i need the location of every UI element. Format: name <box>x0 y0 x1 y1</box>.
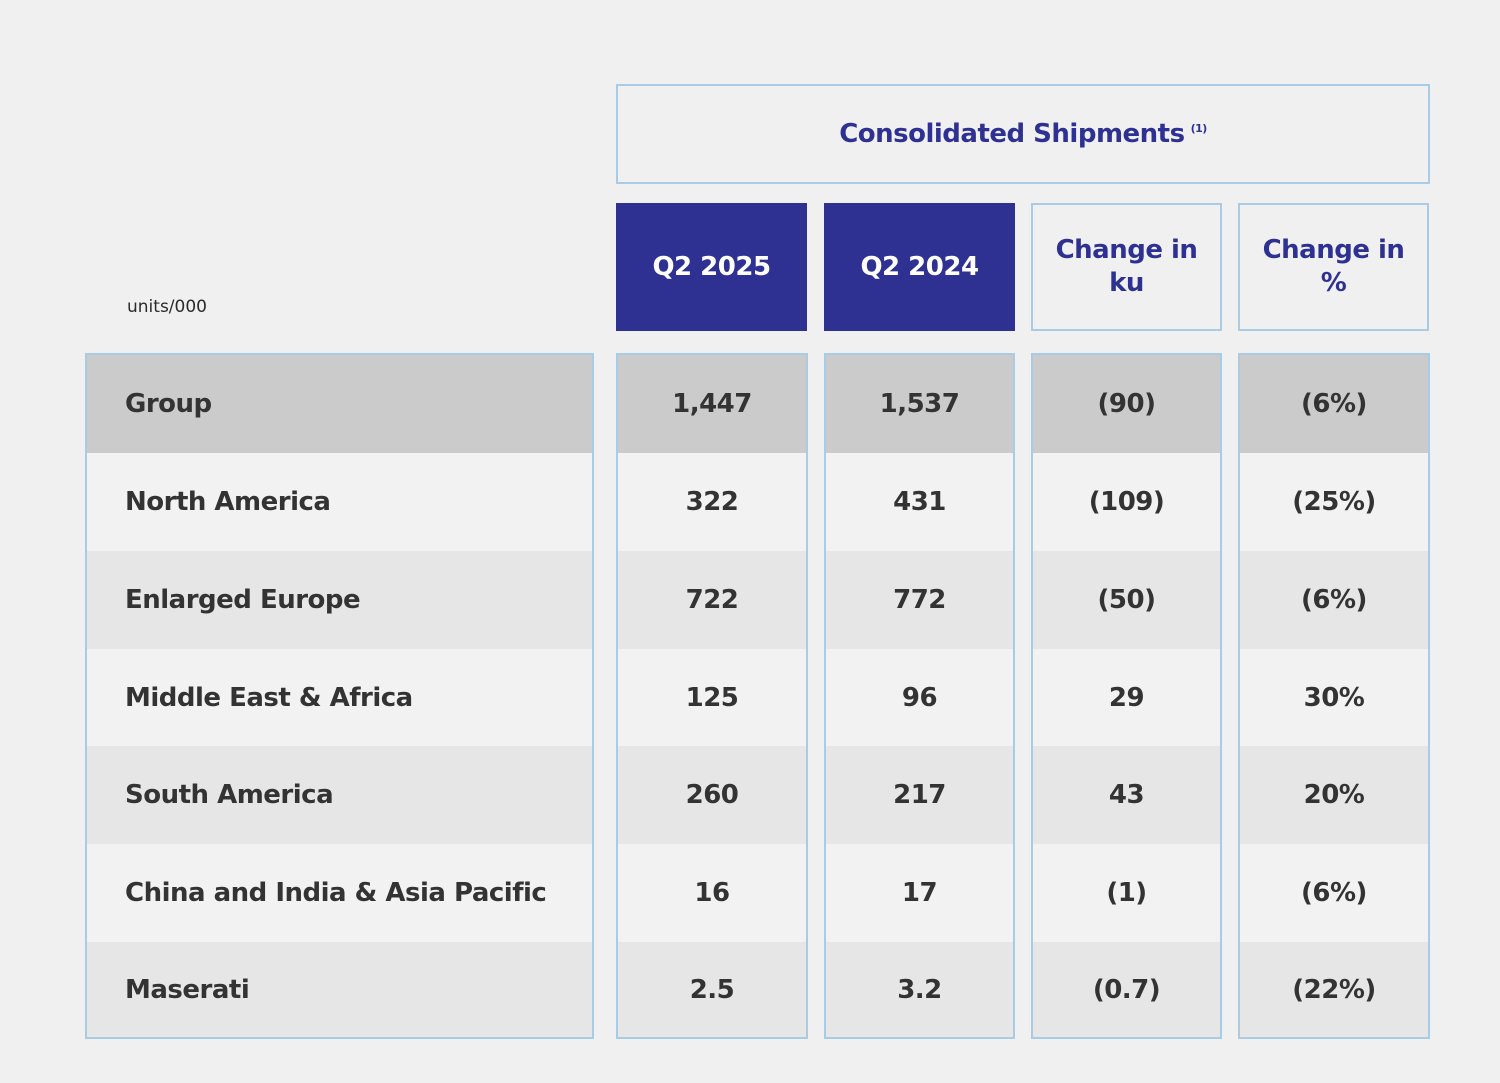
q2-2025-column: 1,447 322 722 125 260 16 2.5 <box>616 353 808 1039</box>
units-label: units/000 <box>127 297 207 317</box>
table-cell: 2.5 <box>618 942 806 1037</box>
table-cell: (0.7) <box>1033 942 1220 1037</box>
column-header-text: Q2 2024 <box>860 251 979 282</box>
table-cell: (6%) <box>1240 844 1428 942</box>
table-cell: 29 <box>1033 649 1220 746</box>
table-cell: (90) <box>1033 355 1220 455</box>
table-cell: 43 <box>1033 746 1220 844</box>
row-label: South America <box>87 746 592 844</box>
table-cell: 30% <box>1240 649 1428 746</box>
table-cell: 722 <box>618 551 806 649</box>
column-header-line: Change in <box>1262 235 1405 265</box>
column-header-line: ku <box>1109 268 1144 298</box>
column-header-change-ku: Change in ku <box>1031 203 1222 331</box>
change-ku-column: (90) (109) (50) 29 43 (1) (0.7) <box>1031 353 1222 1039</box>
column-header-line: % <box>1320 268 1347 298</box>
column-header-text: Q2 2025 <box>652 251 771 282</box>
table-cell: 772 <box>826 551 1013 649</box>
table-cell: 16 <box>618 844 806 942</box>
table-title: Consolidated Shipments (1) <box>616 84 1430 184</box>
row-label: Maserati <box>87 942 592 1037</box>
row-label: Middle East & Africa <box>87 649 592 746</box>
table-cell: (6%) <box>1240 355 1428 455</box>
row-label: Group <box>87 355 592 455</box>
table-cell: 431 <box>826 453 1013 551</box>
table-cell: 260 <box>618 746 806 844</box>
row-label-column: Group North America Enlarged Europe Middle … <box>85 353 594 1039</box>
table-cell: (6%) <box>1240 551 1428 649</box>
table-cell: 217 <box>826 746 1013 844</box>
row-label: Enlarged Europe <box>87 551 592 649</box>
table-title-text: Consolidated Shipments <box>839 119 1185 149</box>
row-label: China and India & Asia Pacific <box>87 844 592 942</box>
table-cell: (1) <box>1033 844 1220 942</box>
column-header-q2-2024: Q2 2024 <box>824 203 1015 331</box>
column-header-change-pct: Change in % <box>1238 203 1429 331</box>
table-cell: 125 <box>618 649 806 746</box>
column-header-line: Change in <box>1055 235 1198 265</box>
title-footnote: (1) <box>1190 121 1208 135</box>
row-label: North America <box>87 453 592 551</box>
change-pct-column: (6%) (25%) (6%) 30% 20% (6%) (22%) <box>1238 353 1430 1039</box>
table-cell: 3.2 <box>826 942 1013 1037</box>
table-cell: (22%) <box>1240 942 1428 1037</box>
table-cell: 20% <box>1240 746 1428 844</box>
table-cell: (109) <box>1033 453 1220 551</box>
column-header-q2-2025: Q2 2025 <box>616 203 807 331</box>
table-cell: (25%) <box>1240 453 1428 551</box>
table-cell: 1,537 <box>826 355 1013 455</box>
table-cell: (50) <box>1033 551 1220 649</box>
table-cell: 96 <box>826 649 1013 746</box>
table-cell: 17 <box>826 844 1013 942</box>
table-cell: 322 <box>618 453 806 551</box>
q2-2024-column: 1,537 431 772 96 217 17 3.2 <box>824 353 1015 1039</box>
table-cell: 1,447 <box>618 355 806 455</box>
